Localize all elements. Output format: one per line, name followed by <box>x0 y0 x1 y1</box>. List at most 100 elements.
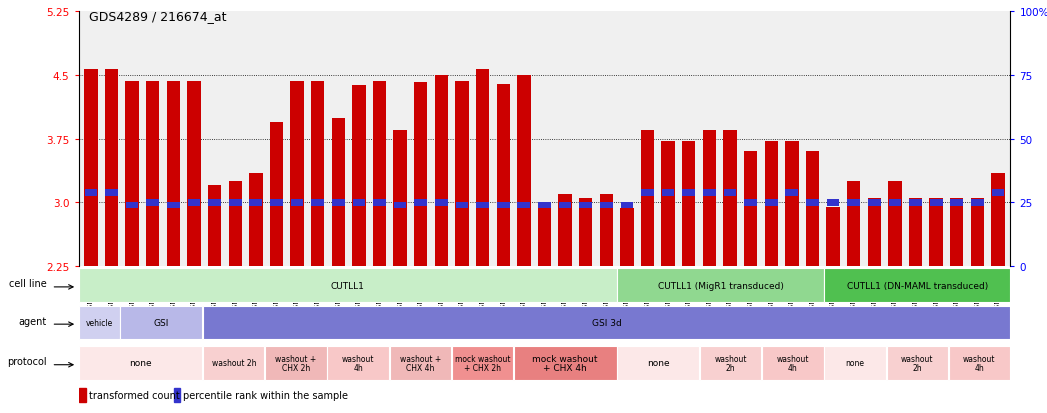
Bar <box>451 347 513 380</box>
Bar <box>79 347 202 380</box>
Bar <box>868 199 881 266</box>
Bar <box>764 142 778 266</box>
Text: washout
4h: washout 4h <box>341 354 375 373</box>
Bar <box>600 202 612 209</box>
Bar <box>455 202 468 209</box>
Text: none: none <box>130 358 152 368</box>
Bar <box>265 347 327 380</box>
Bar <box>517 76 531 266</box>
Bar <box>353 199 365 206</box>
Text: protocol: protocol <box>7 356 46 366</box>
Bar <box>249 199 262 206</box>
Bar <box>930 199 942 206</box>
Text: CUTLL1: CUTLL1 <box>331 281 364 290</box>
Bar <box>394 202 406 209</box>
Bar <box>950 199 963 266</box>
Text: washout +
CHX 2h: washout + CHX 2h <box>275 354 316 373</box>
Bar <box>85 189 97 196</box>
Bar <box>228 182 242 266</box>
Text: GSI 3d: GSI 3d <box>592 318 622 327</box>
Text: GDS4289 / 216674_at: GDS4289 / 216674_at <box>89 10 226 23</box>
Bar <box>827 199 840 206</box>
Bar <box>806 199 819 206</box>
Bar <box>435 199 448 206</box>
Bar <box>389 347 451 380</box>
Bar <box>414 83 427 266</box>
Bar <box>229 199 242 206</box>
Bar <box>497 202 510 209</box>
Bar <box>291 199 304 206</box>
Bar <box>352 86 365 266</box>
Bar <box>105 70 118 266</box>
Bar <box>887 347 948 380</box>
Text: washout
4h: washout 4h <box>963 354 996 373</box>
Bar <box>618 347 699 380</box>
Bar <box>579 202 592 209</box>
Text: CUTLL1 (DN-MAML transduced): CUTLL1 (DN-MAML transduced) <box>847 281 987 290</box>
Bar <box>146 82 159 266</box>
Text: washout
2h: washout 2h <box>900 354 934 373</box>
Bar <box>700 347 761 380</box>
Bar <box>84 70 97 266</box>
Bar <box>174 388 180 401</box>
Bar <box>682 142 695 266</box>
Bar <box>203 347 265 380</box>
Bar <box>79 306 119 339</box>
Bar <box>290 82 304 266</box>
Bar <box>270 199 283 206</box>
Bar <box>889 199 901 206</box>
Bar <box>208 199 221 206</box>
Bar <box>332 118 344 266</box>
Bar <box>703 131 716 266</box>
Bar <box>930 199 943 266</box>
Bar <box>992 173 1005 266</box>
Bar <box>187 82 201 266</box>
Bar <box>373 199 386 206</box>
Bar <box>80 388 86 401</box>
Text: GSI: GSI <box>154 318 169 327</box>
Bar <box>785 189 798 196</box>
Bar <box>806 152 819 266</box>
Bar <box>683 189 695 196</box>
Bar <box>126 82 139 266</box>
Bar <box>785 142 799 266</box>
Bar <box>166 202 180 209</box>
Text: CUTLL1 (MigR1 transduced): CUTLL1 (MigR1 transduced) <box>658 281 783 290</box>
Bar <box>847 199 860 206</box>
Bar <box>971 199 984 266</box>
Bar <box>992 189 1004 196</box>
Text: mock washout
+ CHX 2h: mock washout + CHX 2h <box>454 354 510 373</box>
Bar <box>147 199 159 206</box>
Bar <box>971 199 984 206</box>
Bar <box>455 82 469 266</box>
Bar <box>826 207 840 266</box>
Bar <box>662 142 675 266</box>
Bar <box>538 202 551 209</box>
Bar <box>600 195 612 266</box>
Bar <box>435 76 448 266</box>
Bar <box>703 189 716 196</box>
Bar <box>79 269 617 302</box>
Text: washout +
CHX 4h: washout + CHX 4h <box>400 354 441 373</box>
Text: none: none <box>647 358 670 368</box>
Bar <box>949 347 1010 380</box>
Bar <box>824 269 1010 302</box>
Bar <box>496 84 510 266</box>
Bar <box>662 189 674 196</box>
Text: washout 2h: washout 2h <box>211 358 257 368</box>
Bar <box>909 199 922 266</box>
Bar <box>824 347 886 380</box>
Bar <box>744 199 757 206</box>
Bar <box>909 199 922 206</box>
Text: washout
2h: washout 2h <box>714 354 748 373</box>
Bar <box>538 209 551 266</box>
Bar <box>208 186 221 266</box>
Bar <box>120 306 202 339</box>
Text: mock washout
+ CHX 4h: mock washout + CHX 4h <box>532 354 598 373</box>
Bar <box>723 131 737 266</box>
Bar <box>311 82 325 266</box>
Bar <box>868 199 881 206</box>
Bar <box>373 82 386 266</box>
Bar <box>559 202 572 209</box>
Bar <box>187 199 200 206</box>
